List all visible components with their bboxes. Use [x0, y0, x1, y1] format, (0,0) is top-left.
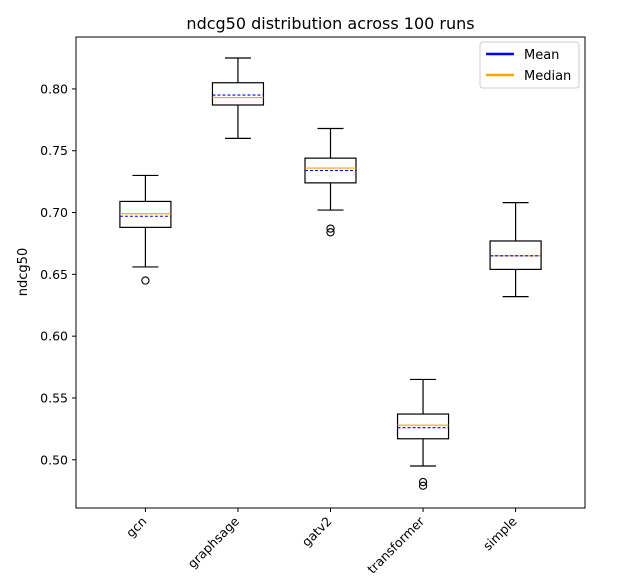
box-gcn: [119, 174, 172, 285]
y-axis: 0.50 0.55 0.60 0.65 0.70 0.75 0.80: [40, 81, 76, 467]
x-tick-label-gatv2: gatv2: [299, 514, 335, 550]
outlier-point: [141, 276, 150, 285]
x-axis: gcn graphsage gatv2 transformer simple: [123, 508, 520, 577]
x-tick-label-gcn: gcn: [123, 514, 150, 541]
legend: Mean Median: [479, 41, 580, 89]
box-simple: [489, 202, 542, 298]
y-tick-label: 0.70: [40, 205, 68, 220]
iqr-box: [211, 82, 265, 106]
legend-mean-label: Mean: [524, 48, 559, 63]
x-tick-label-transformer: transformer: [364, 513, 428, 577]
outlier-point: [418, 477, 428, 487]
x-tick-label-simple: simple: [480, 513, 520, 553]
outlier-point: [326, 228, 335, 237]
iqr-box: [489, 240, 542, 271]
x-tick-label-graphsage: graphsage: [185, 513, 243, 571]
y-tick-label: 0.75: [40, 143, 68, 158]
iqr-box: [396, 413, 450, 440]
y-tick-label: 0.60: [40, 329, 68, 344]
box-graphsage: [211, 57, 265, 139]
box-series: [119, 57, 542, 490]
outlier-point: [418, 481, 428, 490]
outlier-point: [326, 224, 335, 233]
chart-title: ndcg50 distribution across 100 runs: [186, 14, 474, 33]
y-tick-label: 0.55: [40, 390, 68, 405]
legend-median-label: Median: [524, 69, 571, 84]
y-tick-label: 0.50: [40, 452, 68, 467]
plot-frame: [75, 36, 586, 509]
box-gatv2: [304, 127, 357, 237]
y-tick-label: 0.80: [40, 81, 68, 96]
y-axis-label: ndcg50: [16, 248, 31, 296]
y-tick-label: 0.65: [40, 267, 68, 282]
iqr-box: [119, 200, 172, 228]
box-transformer: [396, 378, 450, 490]
